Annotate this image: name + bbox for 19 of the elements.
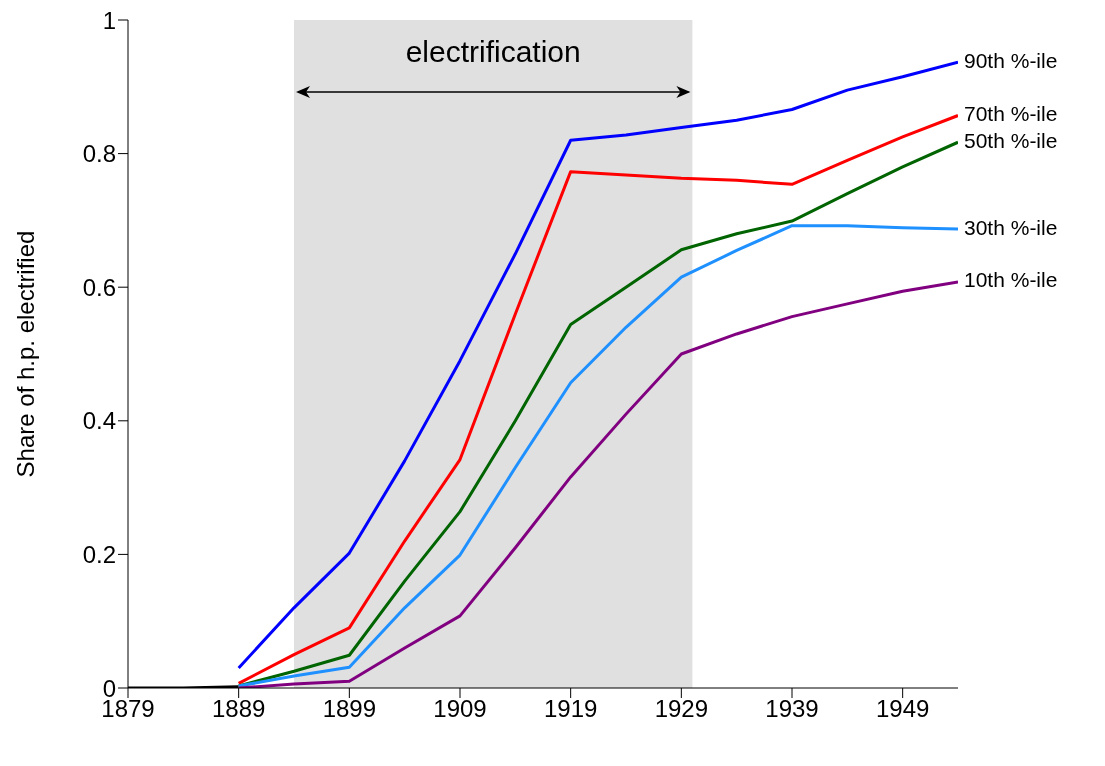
y-tick-label: 0.8 — [82, 140, 116, 168]
series-label: 90th %-ile — [964, 48, 1058, 72]
series-label: 50th %-ile — [964, 128, 1058, 152]
y-tick-label: 0.6 — [82, 273, 116, 301]
x-tick-label: 1899 — [322, 695, 377, 723]
y-tick-label: 0.4 — [82, 407, 116, 435]
x-tick-label: 1929 — [654, 695, 709, 723]
x-tick-label: 1909 — [433, 695, 487, 723]
x-tick-label: 1949 — [875, 695, 930, 723]
x-tick-label: 1919 — [543, 695, 598, 723]
x-tick-label: 1939 — [765, 695, 819, 723]
band-label: electrification — [405, 35, 581, 68]
series-label: 30th %-ile — [964, 215, 1058, 239]
y-tick-label: 1 — [102, 6, 116, 34]
y-axis-title: Share of h.p. electrified — [11, 230, 39, 478]
x-tick-label: 1889 — [211, 695, 266, 723]
series-label: 10th %-ile — [964, 268, 1058, 292]
series-label: 70th %-ile — [964, 102, 1058, 126]
y-tick-label: 0.2 — [82, 540, 116, 568]
